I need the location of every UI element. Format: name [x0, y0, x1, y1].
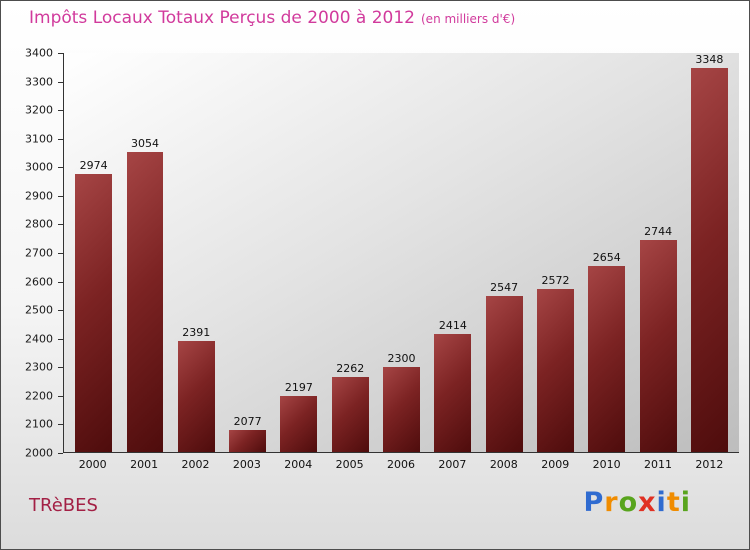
bar-2002	[177, 340, 215, 452]
bar-2001	[126, 151, 164, 452]
x-axis-label: 2004	[284, 458, 313, 471]
x-axis-label: 2003	[232, 458, 261, 471]
x-axis-label: 2006	[387, 458, 416, 471]
y-axis-label: 2200	[25, 389, 53, 403]
logo-letter: o	[618, 487, 639, 518]
x-axis-label: 2007	[438, 458, 467, 471]
logo-letter: r	[604, 487, 619, 518]
bar-value-label: 2744	[644, 224, 673, 238]
bar-slot: 2572	[530, 53, 581, 452]
y-axis-label: 2100	[25, 417, 53, 431]
x-axis-label: 2010	[592, 458, 621, 471]
bar-2011	[639, 239, 677, 452]
bar-slot: 2547	[479, 53, 530, 452]
chart-title: Impôts Locaux Totaux Perçus de 2000 à 20…	[29, 8, 415, 28]
y-axis-tick	[58, 424, 63, 426]
logo-letter: i	[656, 487, 667, 518]
y-axis-label: 2500	[25, 303, 53, 317]
bar-2005	[331, 377, 369, 452]
bar-2003	[229, 430, 267, 452]
bar-value-label: 2077	[233, 415, 262, 429]
y-axis-label: 3000	[25, 160, 53, 174]
bar-slot: 3348	[684, 53, 735, 452]
bar-value-label: 2974	[79, 159, 108, 173]
bar-2004	[280, 395, 318, 452]
bar-slot: 3054	[119, 53, 170, 452]
x-axis-label: 2008	[489, 458, 518, 471]
x-axis-label: 2009	[541, 458, 570, 471]
bar-slot: 2391	[171, 53, 222, 452]
y-axis-tick	[58, 81, 63, 83]
bar-2000	[75, 174, 113, 452]
y-axis-tick	[58, 53, 63, 54]
y-axis-tick	[58, 195, 63, 197]
bar-2008	[485, 296, 523, 452]
y-axis-label: 3400	[25, 46, 53, 60]
y-axis-tick	[58, 281, 63, 283]
x-axis-label: 2000	[78, 458, 107, 471]
y-axis-label: 3300	[25, 75, 53, 89]
bar-2009	[537, 288, 574, 452]
bar-value-label: 2414	[438, 319, 467, 333]
y-axis-label: 2400	[25, 332, 53, 346]
bar-value-label: 3348	[695, 53, 724, 66]
x-axis-label: 2012	[695, 458, 724, 471]
location-label: TRèBES	[29, 495, 98, 516]
bar-value-label: 3054	[130, 136, 159, 150]
bar-slot: 2744	[632, 53, 683, 452]
bar-slot: 2974	[68, 53, 119, 452]
bar-value-label: 2300	[387, 351, 416, 365]
bar-value-label: 2654	[592, 250, 621, 264]
y-axis: 3400 3300 3200 3100 3000 2900 2800 2700 2600 2500…	[11, 47, 63, 460]
x-axis-label: 2001	[130, 458, 159, 471]
y-axis-label: 2900	[25, 189, 53, 203]
y-axis-label: 2000	[25, 446, 53, 460]
y-axis-tick	[58, 310, 63, 312]
y-axis-tick	[58, 253, 63, 254]
y-axis-label: 2800	[25, 217, 53, 231]
bar-2010	[588, 265, 626, 452]
bar-slot: 2654	[581, 53, 632, 452]
bar-slot: 2300	[376, 53, 427, 452]
x-axis-label: 2011	[643, 458, 672, 471]
x-axis-labels: 2000 2001 2002 2003 2004 2005 2006 2007 2008 2009…	[63, 458, 739, 471]
proxiti-logo: Proxiti	[583, 487, 691, 518]
y-axis-tick	[58, 224, 63, 226]
bar-slot: 2197	[273, 53, 324, 452]
bar-slot: 2077	[222, 53, 273, 452]
y-axis-label: 2700	[25, 246, 53, 260]
bar-value-label: 2572	[541, 273, 570, 287]
y-axis-tick	[58, 138, 63, 140]
logo-letter: i	[680, 487, 691, 518]
logo-letter: t	[666, 487, 681, 518]
bar-value-label: 2391	[182, 325, 211, 339]
y-axis-label: 3200	[25, 103, 53, 117]
y-axis-label: 3100	[25, 132, 53, 146]
plot-area: 2974 3054 2391 2077 2197 2262 2300 2414 2547 2572…	[63, 53, 739, 453]
bar-value-label: 2547	[490, 281, 519, 295]
x-axis-label: 2005	[335, 458, 364, 471]
logo-letter: x	[638, 487, 657, 518]
y-axis-tick	[58, 395, 63, 397]
y-axis-tick	[58, 338, 63, 340]
bar-slot: 2262	[325, 53, 376, 452]
chart-header: Impôts Locaux Totaux Perçus de 2000 à 20…	[29, 8, 515, 28]
y-axis-label: 2300	[25, 360, 53, 374]
bar-2007	[434, 334, 472, 452]
chart-subtitle: (en milliers d'€)	[421, 12, 516, 26]
x-axis-label: 2002	[181, 458, 210, 471]
y-axis-tick	[58, 367, 63, 369]
y-axis-label: 2600	[25, 275, 53, 289]
bar-slot: 2414	[427, 53, 478, 452]
bar-2012	[690, 68, 728, 452]
y-axis-tick	[58, 110, 63, 112]
y-axis-tick	[58, 167, 63, 169]
bar-2006	[383, 366, 420, 452]
y-axis-tick	[58, 453, 63, 454]
logo-letter: P	[583, 487, 605, 518]
bar-value-label: 2197	[284, 380, 313, 394]
bar-value-label: 2262	[336, 362, 365, 376]
